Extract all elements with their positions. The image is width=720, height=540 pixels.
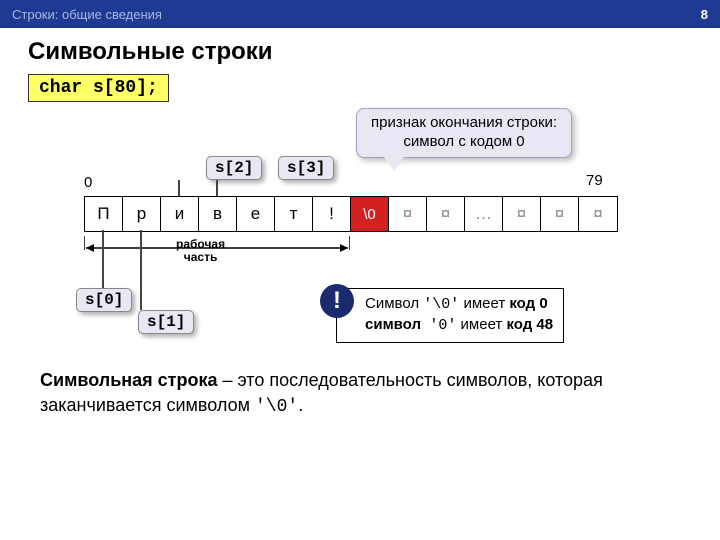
info-line2: символ '0' имеет код 48 (365, 315, 553, 336)
connector-s3 (216, 180, 218, 196)
page-title: Символьные строки (28, 38, 720, 66)
working-label-l2: часть (176, 251, 225, 264)
callout-end-marker: признак окончания строки: символ с кодом… (356, 108, 572, 158)
definition-term: Символьная строка (40, 370, 217, 390)
tag-s3: s[3] (278, 156, 334, 180)
cell-0: П (85, 197, 123, 231)
connector-s1 (140, 230, 142, 310)
exclamation-icon: ! (320, 284, 354, 318)
array-cells: Привет!\0¤¤…¤¤¤ (84, 196, 618, 232)
info-line1: Символ '\0' имеет код 0 (365, 294, 553, 315)
cell-6: ! (313, 197, 351, 231)
index-end: 79 (586, 172, 603, 189)
header-bar: Строки: общие сведения 8 (0, 0, 720, 28)
cell-3: в (199, 197, 237, 231)
cell-8: ¤ (389, 197, 427, 231)
cell-10: … (465, 197, 503, 231)
info-box: Символ '\0' имеет код 0 символ '0' имеет… (336, 288, 564, 343)
tag-s0: s[0] (76, 288, 132, 312)
callout-tail-icon (384, 157, 404, 171)
callout-line2: символ с кодом 0 (371, 133, 557, 152)
cell-13: ¤ (579, 197, 617, 231)
callout-line1: признак окончания строки: (371, 114, 557, 133)
index-start: 0 (84, 174, 92, 191)
section-title: Строки: общие сведения (12, 7, 162, 22)
connector-s0 (102, 230, 104, 288)
cell-7: \0 (351, 197, 389, 231)
cell-4: е (237, 197, 275, 231)
working-label: рабочая часть (176, 238, 225, 264)
code-zero: '0' (429, 317, 456, 334)
connector-s2 (178, 180, 180, 196)
cell-9: ¤ (427, 197, 465, 231)
tag-s1: s[1] (138, 310, 194, 334)
tag-s2: s[2] (206, 156, 262, 180)
diagram: признак окончания строки: символ с кодом… (28, 108, 720, 368)
cell-12: ¤ (541, 197, 579, 231)
cell-11: ¤ (503, 197, 541, 231)
cell-1: р (123, 197, 161, 231)
code-nul: '\0' (423, 296, 459, 313)
code-declaration: char s[80]; (28, 74, 169, 102)
cell-5: т (275, 197, 313, 231)
page-number: 8 (701, 7, 708, 22)
cell-2: и (161, 197, 199, 231)
definition-text: Символьная строка – это последовательнос… (40, 368, 692, 420)
code-nul-bottom: '\0' (255, 397, 298, 417)
